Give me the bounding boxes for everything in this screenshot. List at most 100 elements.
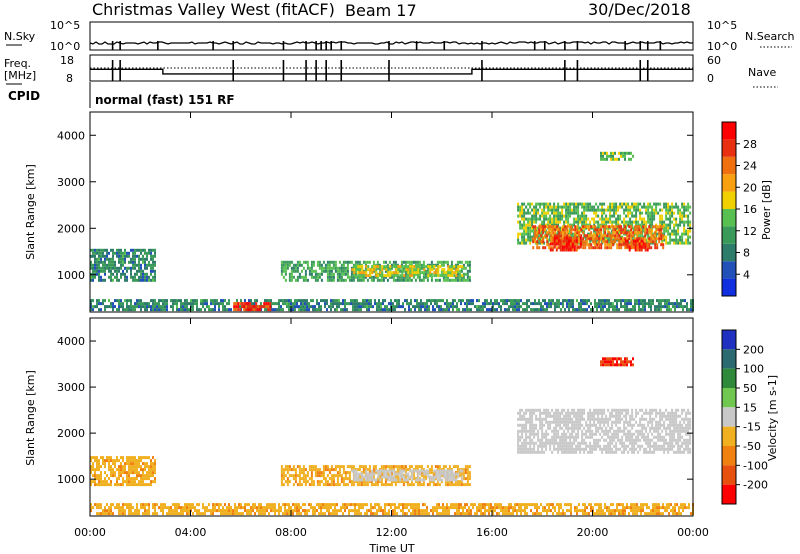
data-cell-1 xyxy=(320,474,323,478)
data-cell-8 xyxy=(134,302,136,306)
data-cell-3 xyxy=(591,205,594,209)
data-cell-8 xyxy=(364,299,366,303)
data-cell-1 xyxy=(440,480,443,484)
data-cell-3 xyxy=(599,408,602,412)
data-cell-3 xyxy=(597,208,600,212)
data-cell-8 xyxy=(418,302,420,306)
data-cell-3 xyxy=(605,444,608,448)
data-cell-4 xyxy=(538,231,541,235)
data-cell-3 xyxy=(531,414,534,418)
data-cell-8 xyxy=(428,308,430,312)
data-cell-1 xyxy=(302,275,305,279)
data-cell-3 xyxy=(615,208,618,212)
data-cell-0 xyxy=(152,278,154,282)
data-cell-8 xyxy=(448,302,450,306)
data-cell-4 xyxy=(536,234,539,238)
data-cell-3 xyxy=(647,205,650,209)
data-cell-8 xyxy=(142,302,144,306)
data-cell-3 xyxy=(631,223,634,227)
data-cell-8 xyxy=(164,305,166,309)
data-cell-3 xyxy=(553,205,556,209)
data-cell-8 xyxy=(358,308,360,312)
data-cell-3 xyxy=(663,202,666,206)
data-cell-1 xyxy=(296,275,299,279)
data-cell-1 xyxy=(370,278,373,282)
data-cell-1 xyxy=(446,483,449,487)
data-cell-4 xyxy=(616,231,619,235)
data-cell-1 xyxy=(284,474,287,478)
data-cell-2 xyxy=(375,274,378,278)
data-cell-3 xyxy=(613,420,616,424)
data-cell-3 xyxy=(583,438,586,442)
data-cell-3 xyxy=(523,241,526,245)
data-cell-3 xyxy=(655,429,658,433)
data-cell-3 xyxy=(641,235,644,239)
data-cell-8 xyxy=(174,302,176,306)
data-cell-3 xyxy=(529,438,532,442)
data-cell-0 xyxy=(138,269,140,273)
data-cell-8 xyxy=(172,305,174,309)
data-cell-4 xyxy=(552,231,555,235)
data-cell-2 xyxy=(431,475,434,479)
data-cell-1 xyxy=(358,468,361,472)
data-cell-8 xyxy=(666,305,668,309)
data-cell-2 xyxy=(409,475,412,479)
data-cell-3 xyxy=(619,205,622,209)
data-cell-3 xyxy=(565,423,568,427)
data-cell-1 xyxy=(388,483,391,487)
data-cell-0 xyxy=(102,480,104,484)
data-cell-8 xyxy=(552,299,554,303)
data-cell-3 xyxy=(627,208,630,212)
data-cell-6 xyxy=(638,248,641,252)
data-cell-0 xyxy=(154,471,156,475)
data-cell-8 xyxy=(666,299,668,303)
data-cell-7 xyxy=(624,151,626,155)
data-cell-2 xyxy=(413,469,416,473)
data-cell-3 xyxy=(557,211,560,215)
data-cell-8 xyxy=(108,305,110,309)
data-cell-3 xyxy=(609,411,612,415)
data-cell-4 xyxy=(542,228,545,232)
data-cell-0 xyxy=(100,260,102,264)
data-cell-1 xyxy=(460,269,463,273)
data-cell-1 xyxy=(348,477,351,481)
data-cell-8 xyxy=(112,302,114,306)
data-cell-4 xyxy=(572,237,575,241)
data-cell-0 xyxy=(146,257,148,261)
data-cell-3 xyxy=(527,226,530,230)
data-cell-9 xyxy=(243,302,246,306)
data-cell-3 xyxy=(657,432,660,436)
data-cell-3 xyxy=(545,214,548,218)
data-cell-0 xyxy=(96,257,98,261)
data-cell-4 xyxy=(620,240,623,244)
data-cell-1 xyxy=(368,465,371,469)
data-cell-2 xyxy=(459,274,462,278)
data-cell-1 xyxy=(324,468,327,472)
data-cell-6 xyxy=(636,239,639,243)
colorbar-cell xyxy=(722,156,736,175)
data-cell-3 xyxy=(633,423,636,427)
data-cell-4 xyxy=(556,225,559,229)
data-cell-8 xyxy=(336,305,338,309)
data-cell-3 xyxy=(627,223,630,227)
data-cell-4 xyxy=(532,246,535,250)
data-cell-8 xyxy=(222,302,224,306)
data-cell-3 xyxy=(569,438,572,442)
data-cell-4 xyxy=(634,237,637,241)
data-cell-8 xyxy=(290,299,292,303)
data-cell-8 xyxy=(430,299,432,303)
data-cell-3 xyxy=(627,420,630,424)
data-cell-3 xyxy=(649,411,652,415)
data-cell-2 xyxy=(413,265,416,269)
data-cell-8 xyxy=(402,305,404,309)
data-cell-3 xyxy=(617,429,620,433)
data-cell-1 xyxy=(340,272,343,276)
data-cell-1 xyxy=(292,483,295,487)
data-cell-1 xyxy=(300,483,303,487)
data-cell-0 xyxy=(134,483,136,487)
data-cell-1 xyxy=(314,465,317,469)
data-cell-0 xyxy=(102,251,104,255)
data-cell-4 xyxy=(660,243,663,247)
data-cell-8 xyxy=(518,299,520,303)
